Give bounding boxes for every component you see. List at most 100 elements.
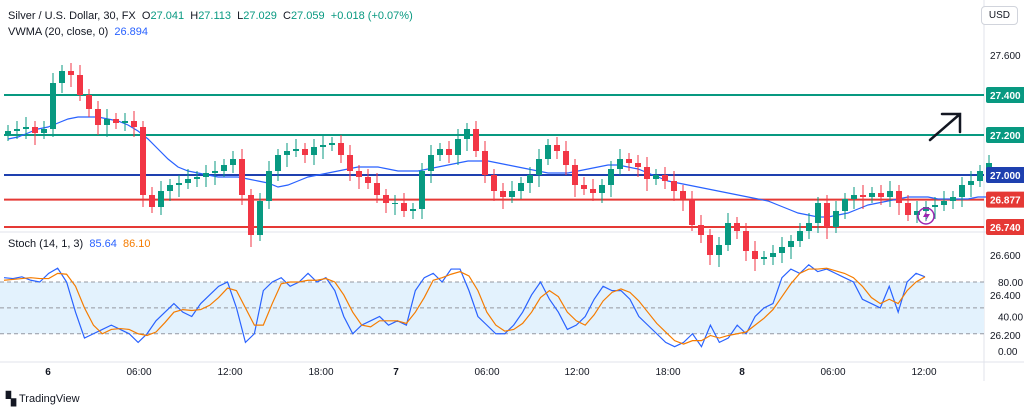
candle bbox=[383, 189, 389, 213]
price-tick-label: 26.200 bbox=[990, 331, 1021, 342]
lightning-icon bbox=[917, 207, 935, 225]
vwma-value: 26.894 bbox=[114, 26, 149, 38]
candle-body bbox=[536, 159, 542, 175]
change-value: +0.018 (+0.07%) bbox=[330, 10, 413, 22]
candle bbox=[446, 141, 452, 163]
candle-body bbox=[131, 121, 137, 127]
candle-body bbox=[14, 129, 20, 131]
candle-body bbox=[797, 231, 803, 241]
low-value: 27.029 bbox=[243, 10, 277, 22]
candle-body bbox=[653, 175, 659, 179]
candle-body bbox=[32, 127, 38, 133]
candle bbox=[14, 121, 20, 139]
candle bbox=[959, 177, 965, 207]
candle bbox=[707, 229, 713, 265]
candle-body bbox=[932, 205, 938, 207]
candle-body bbox=[626, 159, 632, 163]
candle bbox=[545, 139, 551, 165]
candle bbox=[131, 111, 137, 137]
candle bbox=[113, 113, 119, 129]
candle bbox=[374, 173, 380, 203]
time-tick-label: 8 bbox=[739, 367, 745, 378]
candle-body bbox=[302, 149, 308, 155]
price-axis: 27.600 26.600 26.400 26.200 27.400 27.200 27.0… bbox=[986, 51, 1024, 358]
candle-body bbox=[437, 149, 443, 155]
candle bbox=[689, 191, 695, 231]
candle bbox=[158, 181, 164, 215]
stoch-tick-label: 80.00 bbox=[998, 278, 1023, 289]
price-tag-label: 27.200 bbox=[990, 131, 1021, 142]
candle bbox=[698, 215, 704, 243]
candle bbox=[932, 197, 938, 219]
tradingview-logo-icon: ▚ bbox=[6, 391, 16, 406]
candle-body bbox=[698, 225, 704, 235]
candle-body bbox=[824, 203, 830, 227]
candle bbox=[977, 165, 983, 187]
candle bbox=[518, 177, 524, 199]
candle bbox=[878, 185, 884, 205]
vwma-legend[interactable]: VWMA (20, close, 0) 26.894 bbox=[8, 26, 148, 38]
candle bbox=[869, 187, 875, 203]
candle-body bbox=[455, 139, 461, 155]
close-label: C bbox=[283, 10, 291, 22]
candle bbox=[644, 157, 650, 191]
price-tag-1: 27.200 bbox=[986, 127, 1024, 143]
candle-body bbox=[149, 195, 155, 207]
candle-body bbox=[887, 191, 893, 197]
tradingview-branding[interactable]: ▚ TradingView bbox=[6, 391, 80, 407]
candle-body bbox=[203, 173, 209, 177]
candle bbox=[896, 185, 902, 215]
candle bbox=[293, 139, 299, 157]
candle bbox=[437, 143, 443, 161]
candle-body bbox=[86, 95, 92, 109]
candle bbox=[914, 201, 920, 223]
candle bbox=[581, 177, 587, 195]
high-value: 27.113 bbox=[198, 10, 232, 22]
stoch-d-value: 86.10 bbox=[123, 238, 151, 250]
candle bbox=[302, 143, 308, 163]
candle bbox=[149, 187, 155, 213]
candle bbox=[806, 213, 812, 239]
stoch-legend[interactable]: Stoch (14, 1, 3) 85.64 86.10 bbox=[8, 238, 151, 250]
candle-body bbox=[581, 185, 587, 189]
time-tick-label: 12:00 bbox=[564, 367, 589, 378]
price-tick-label: 27.600 bbox=[990, 51, 1021, 62]
price-tick-label: 26.600 bbox=[990, 251, 1021, 262]
candle bbox=[626, 153, 632, 171]
price-tag-bg bbox=[986, 219, 1024, 235]
candle-body bbox=[770, 253, 776, 257]
candle bbox=[590, 179, 596, 201]
candle bbox=[212, 161, 218, 185]
candle-body bbox=[635, 163, 641, 167]
candle bbox=[500, 183, 506, 209]
candle-body bbox=[869, 193, 875, 197]
price-tag-bg bbox=[986, 191, 1024, 208]
candle-body bbox=[563, 151, 569, 165]
currency-button[interactable]: USD bbox=[980, 6, 1018, 25]
candle-body bbox=[50, 83, 56, 129]
candle bbox=[419, 163, 425, 219]
candle bbox=[41, 121, 47, 139]
candle-body bbox=[320, 145, 326, 147]
candle bbox=[779, 237, 785, 263]
candle-body bbox=[707, 235, 713, 255]
candle bbox=[761, 251, 767, 265]
candle bbox=[887, 181, 893, 207]
vwma-label: VWMA (20, close, 0) bbox=[8, 26, 109, 38]
candle-body bbox=[608, 169, 614, 185]
time-tick-label: 06:00 bbox=[474, 367, 499, 378]
candle-body bbox=[212, 171, 218, 173]
trend-arrow-icon bbox=[928, 112, 962, 142]
candle-body bbox=[194, 177, 200, 179]
candle-body bbox=[671, 181, 677, 191]
price-tag-bg bbox=[986, 87, 1024, 103]
candle bbox=[923, 201, 929, 221]
candle bbox=[824, 195, 830, 239]
candle-body bbox=[284, 151, 290, 155]
candle bbox=[725, 213, 731, 251]
candle bbox=[527, 167, 533, 193]
candle-body bbox=[338, 143, 344, 155]
stoch-tick-label: 40.00 bbox=[998, 313, 1023, 324]
symbol-name: Silver / U.S. Dollar, 30, FX bbox=[8, 10, 136, 22]
